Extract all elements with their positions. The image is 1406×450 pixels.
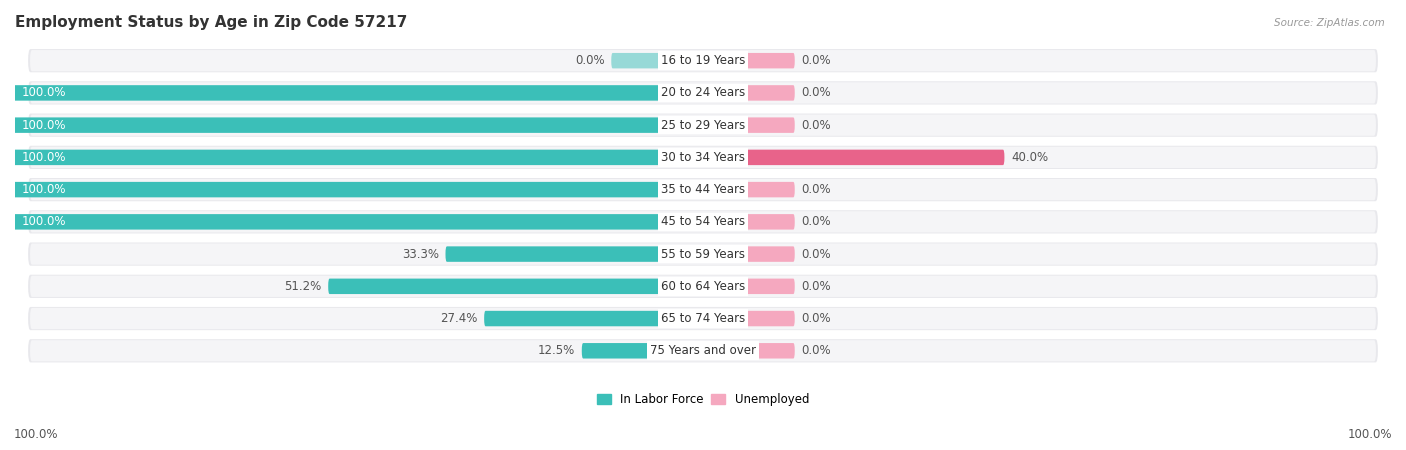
FancyBboxPatch shape [742,182,794,198]
Text: 100.0%: 100.0% [1347,428,1392,441]
Text: 40.0%: 40.0% [1011,151,1047,164]
FancyBboxPatch shape [328,279,664,294]
Text: 0.0%: 0.0% [801,183,831,196]
FancyBboxPatch shape [742,85,794,101]
FancyBboxPatch shape [30,243,1376,265]
Text: 35 to 44 Years: 35 to 44 Years [661,183,745,196]
FancyBboxPatch shape [28,178,1378,201]
FancyBboxPatch shape [742,150,1004,165]
FancyBboxPatch shape [30,211,1376,233]
Text: 25 to 29 Years: 25 to 29 Years [661,119,745,132]
FancyBboxPatch shape [30,308,1376,329]
Text: Employment Status by Age in Zip Code 57217: Employment Status by Age in Zip Code 572… [15,15,408,30]
Text: 27.4%: 27.4% [440,312,478,325]
Text: 55 to 59 Years: 55 to 59 Years [661,248,745,261]
FancyBboxPatch shape [28,146,1378,169]
FancyBboxPatch shape [28,274,1378,298]
Text: 100.0%: 100.0% [21,216,66,228]
FancyBboxPatch shape [742,246,794,262]
FancyBboxPatch shape [30,114,1376,136]
Text: 75 Years and over: 75 Years and over [650,344,756,357]
FancyBboxPatch shape [30,340,1376,361]
Text: 0.0%: 0.0% [801,312,831,325]
Text: 100.0%: 100.0% [14,428,59,441]
Text: 45 to 54 Years: 45 to 54 Years [661,216,745,228]
FancyBboxPatch shape [30,276,1376,297]
FancyBboxPatch shape [8,214,664,230]
FancyBboxPatch shape [28,307,1378,330]
Text: 60 to 64 Years: 60 to 64 Years [661,280,745,293]
FancyBboxPatch shape [30,82,1376,104]
FancyBboxPatch shape [28,243,1378,266]
FancyBboxPatch shape [742,214,794,230]
Text: 100.0%: 100.0% [21,86,66,99]
Text: 0.0%: 0.0% [801,344,831,357]
Text: 12.5%: 12.5% [538,344,575,357]
Text: 0.0%: 0.0% [801,119,831,132]
Text: 0.0%: 0.0% [801,54,831,67]
Text: 100.0%: 100.0% [21,183,66,196]
FancyBboxPatch shape [612,53,664,68]
FancyBboxPatch shape [8,182,664,198]
FancyBboxPatch shape [582,343,664,359]
Text: 30 to 34 Years: 30 to 34 Years [661,151,745,164]
FancyBboxPatch shape [742,53,794,68]
Text: 100.0%: 100.0% [21,119,66,132]
Text: 0.0%: 0.0% [575,54,605,67]
FancyBboxPatch shape [484,311,664,326]
FancyBboxPatch shape [446,246,664,262]
FancyBboxPatch shape [742,279,794,294]
FancyBboxPatch shape [30,50,1376,71]
FancyBboxPatch shape [28,49,1378,72]
Text: 20 to 24 Years: 20 to 24 Years [661,86,745,99]
Text: 16 to 19 Years: 16 to 19 Years [661,54,745,67]
Text: 0.0%: 0.0% [801,216,831,228]
FancyBboxPatch shape [742,117,794,133]
FancyBboxPatch shape [742,343,794,359]
Legend: In Labor Force, Unemployed: In Labor Force, Unemployed [592,389,814,411]
FancyBboxPatch shape [28,81,1378,104]
FancyBboxPatch shape [8,85,664,101]
FancyBboxPatch shape [28,113,1378,137]
FancyBboxPatch shape [8,150,664,165]
FancyBboxPatch shape [8,117,664,133]
FancyBboxPatch shape [28,339,1378,362]
Text: 0.0%: 0.0% [801,86,831,99]
Text: 0.0%: 0.0% [801,248,831,261]
Text: Source: ZipAtlas.com: Source: ZipAtlas.com [1274,18,1385,28]
Text: 100.0%: 100.0% [21,151,66,164]
Text: 33.3%: 33.3% [402,248,439,261]
FancyBboxPatch shape [28,210,1378,234]
Text: 51.2%: 51.2% [284,280,322,293]
Text: 65 to 74 Years: 65 to 74 Years [661,312,745,325]
Text: 0.0%: 0.0% [801,280,831,293]
FancyBboxPatch shape [30,147,1376,168]
FancyBboxPatch shape [30,179,1376,200]
FancyBboxPatch shape [742,311,794,326]
